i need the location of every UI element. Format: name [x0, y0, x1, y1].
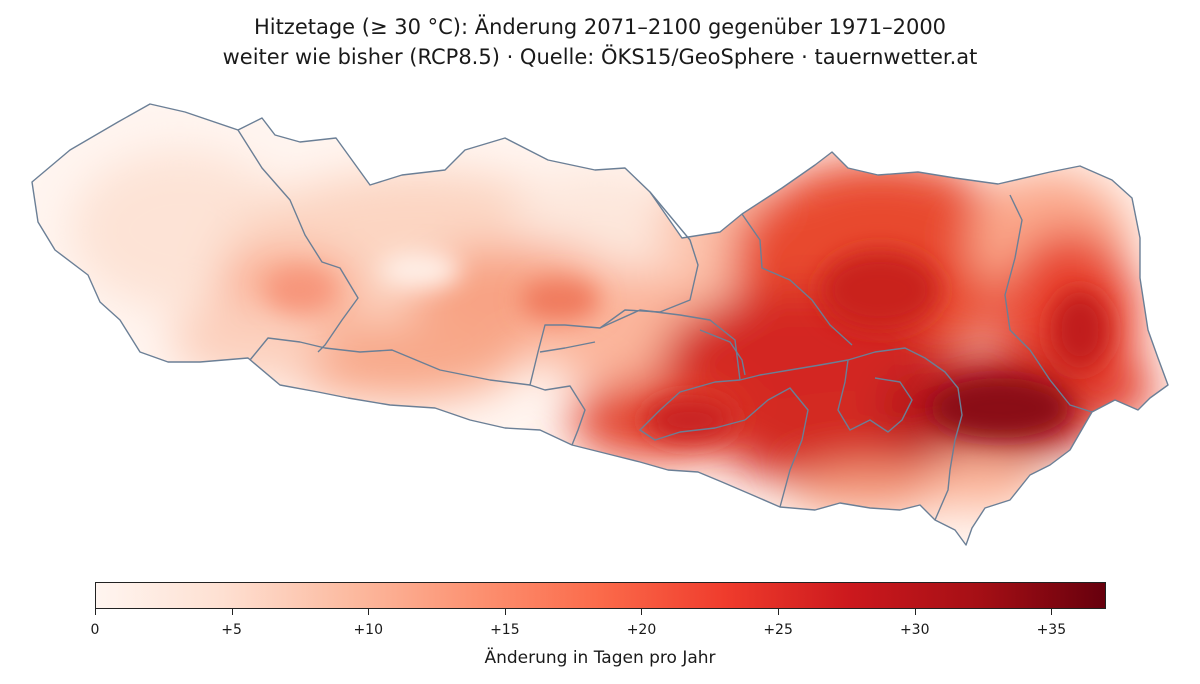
colorbar-label: Änderung in Tagen pro Jahr [484, 648, 716, 668]
border-inner-1 [744, 387, 809, 508]
colorbar-tick-label: +35 [1036, 622, 1067, 638]
border-mid-2 [599, 309, 741, 381]
border-mid-3 [639, 379, 746, 441]
colorbar [95, 582, 1106, 609]
title-line-2: weiter wie bisher (RCP8.5) · Quelle: ÖKS… [222, 45, 978, 69]
colorbar-tick-label: +20 [626, 622, 657, 638]
colorbar-tick [778, 609, 780, 615]
border-mid-1 [529, 191, 699, 446]
colorbar-tick [95, 609, 96, 615]
border-west-2 [249, 337, 531, 386]
colorbar-tick [368, 609, 370, 615]
border-inner-2 [837, 359, 913, 433]
colorbar-tick-label: +25 [763, 622, 793, 638]
colorbar-tick [1051, 609, 1053, 615]
title-line-1: Hitzetage (≥ 30 °C): Änderung 2071–2100 … [253, 15, 947, 39]
border-klagenfurt-area [739, 347, 963, 521]
border-inner-4 [539, 341, 596, 353]
colorbar-tick-label: +5 [221, 622, 242, 638]
colorbar-tick [641, 609, 643, 615]
state-outline [31, 103, 1169, 546]
colorbar-tick [504, 609, 506, 615]
colorbar-tick-label: +30 [899, 622, 930, 638]
chart-title: Hitzetage (≥ 30 °C): Änderung 2071–2100 … [0, 12, 1200, 72]
district-borders [31, 103, 1169, 546]
colorbar-tick-label: +15 [490, 622, 520, 638]
border-east-2 [1004, 194, 1093, 413]
border-west-1 [237, 129, 359, 353]
colorbar-tick [231, 609, 233, 615]
border-inner-3 [699, 329, 746, 376]
colorbar-tick-label: +10 [353, 622, 383, 638]
colorbar-tick-label: 0 [90, 622, 100, 638]
border-east-1 [741, 213, 853, 346]
colorbar-tick [914, 609, 916, 615]
